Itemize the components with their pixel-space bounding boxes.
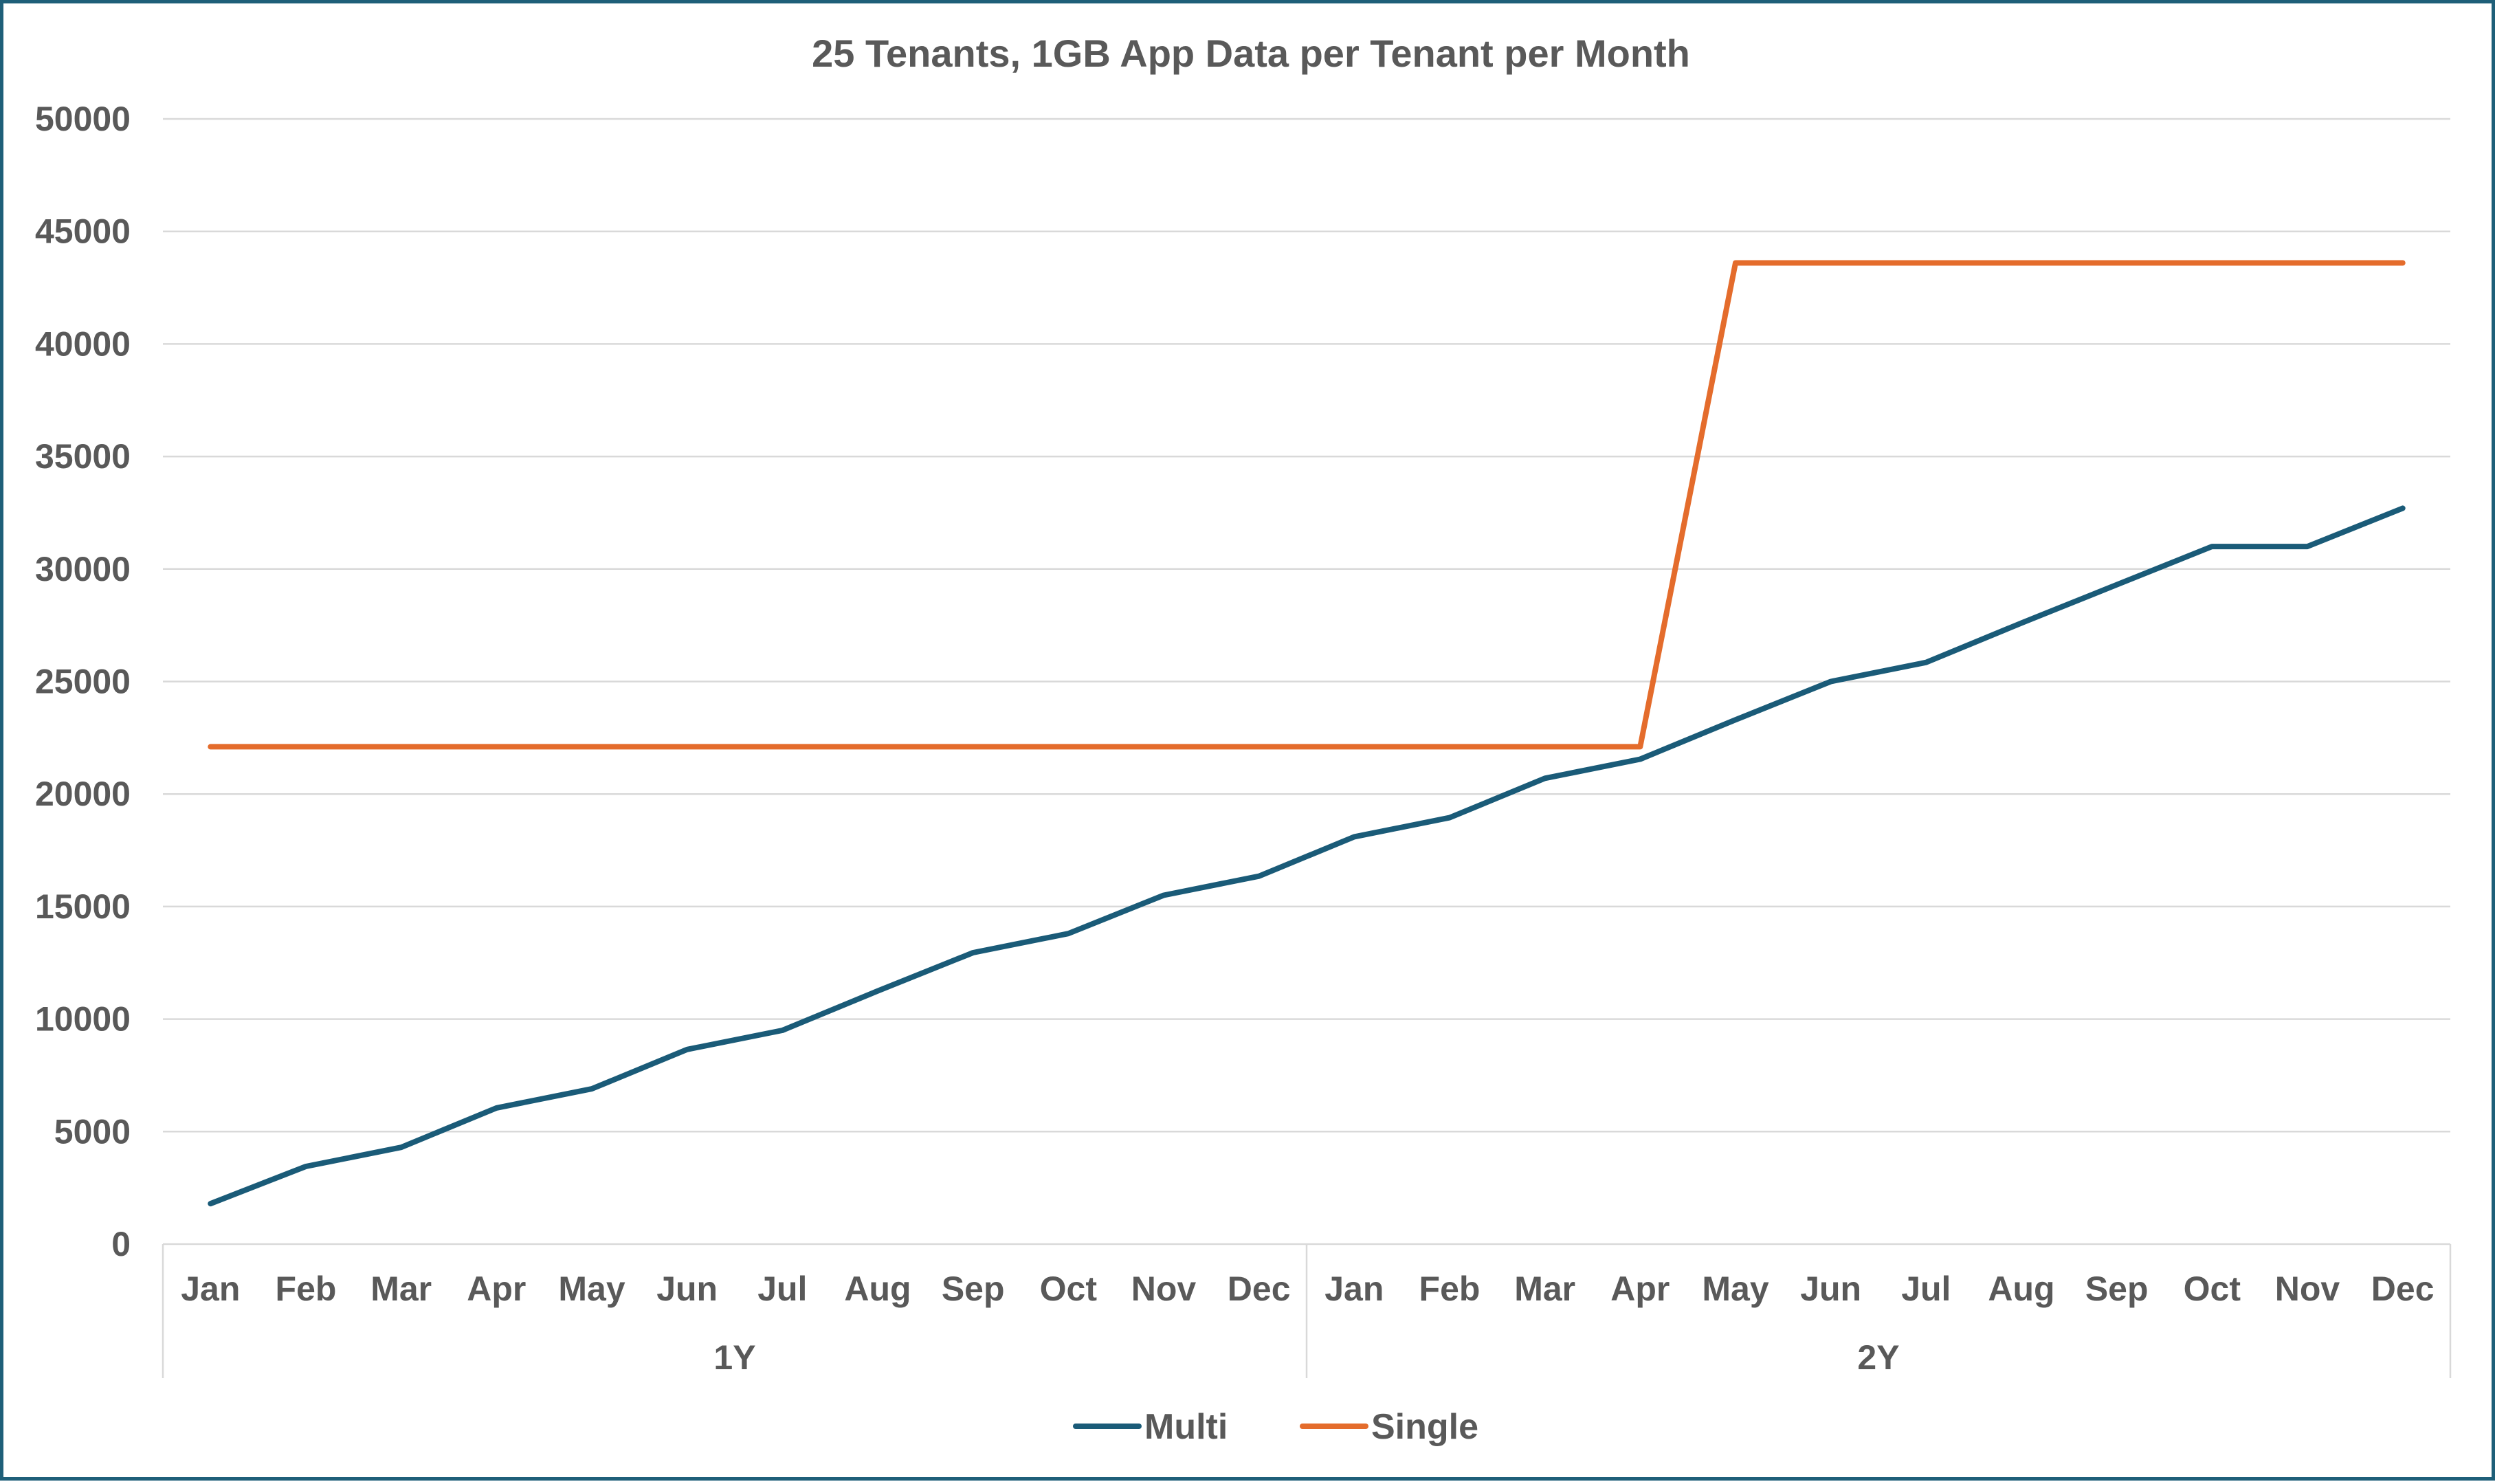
y-tick-label: 50000 [35, 100, 131, 138]
x-tick-label: Feb [1419, 1270, 1481, 1308]
line-chart: 25 Tenants, 1GB App Data per Tenant per … [35, 32, 2452, 1447]
x-tick-label: Oct [1040, 1270, 1098, 1308]
x-tick-label: Feb [276, 1270, 337, 1308]
y-tick-label: 20000 [35, 775, 131, 813]
x-tick-label: Dec [1228, 1270, 1291, 1308]
x-tick-label: Jul [757, 1270, 807, 1308]
gridlines [163, 118, 2450, 1133]
y-tick-label: 40000 [35, 324, 131, 363]
x-tick-label: Jan [181, 1270, 240, 1308]
x-tick-label: Jan [1324, 1270, 1384, 1308]
x-tick-label: Apr [467, 1270, 526, 1308]
y-tick-label: 25000 [35, 663, 131, 701]
x-tick-label: May [1702, 1270, 1768, 1308]
x-tick-label: Sep [2085, 1270, 2149, 1308]
series-line-multi [208, 505, 2406, 1207]
series-lines [208, 260, 2406, 1207]
x-tick-label: Oct [2184, 1270, 2241, 1308]
legend-item-single: Single [1300, 1407, 1478, 1447]
x-tick-label: Jun [1800, 1270, 1861, 1308]
group-label: 2Y [1857, 1338, 1899, 1377]
y-tick-label: 35000 [35, 437, 131, 476]
x-tick-label: Dec [2371, 1270, 2435, 1308]
x-tick-label: Aug [844, 1270, 911, 1308]
group-label: 1Y [713, 1338, 755, 1377]
x-tick-label: Sep [942, 1270, 1005, 1308]
y-tick-label: 10000 [35, 1000, 131, 1039]
x-tick-label: Jul [1901, 1270, 1951, 1308]
legend-item-multi: Multi [1073, 1407, 1228, 1447]
series-line-single [208, 260, 2406, 750]
x-tick-label: Nov [1131, 1270, 1197, 1308]
y-tick-label: 5000 [54, 1112, 131, 1151]
y-tick-label: 15000 [35, 887, 131, 926]
legend-label: Single [1371, 1407, 1478, 1447]
chart-title: 25 Tenants, 1GB App Data per Tenant per … [812, 32, 1690, 75]
x-tick-label: Jun [656, 1270, 718, 1308]
y-tick-label: 0 [111, 1225, 131, 1263]
axes: 0 5000 10000 15000 20000 25000 30000 35000 40000… [35, 100, 2452, 1378]
x-tick-label: May [558, 1270, 625, 1308]
y-tick-label: 30000 [35, 550, 131, 588]
legend-label: Multi [1144, 1407, 1228, 1447]
x-tick-label: Mar [370, 1270, 432, 1308]
x-tick-label: Apr [1610, 1270, 1670, 1308]
legend: Multi Single [1073, 1407, 1478, 1447]
x-tick-label: Aug [1988, 1270, 2054, 1308]
x-tick-label: Mar [1514, 1270, 1575, 1308]
x-tick-label: Nov [2275, 1270, 2340, 1308]
y-tick-label: 45000 [35, 212, 131, 251]
